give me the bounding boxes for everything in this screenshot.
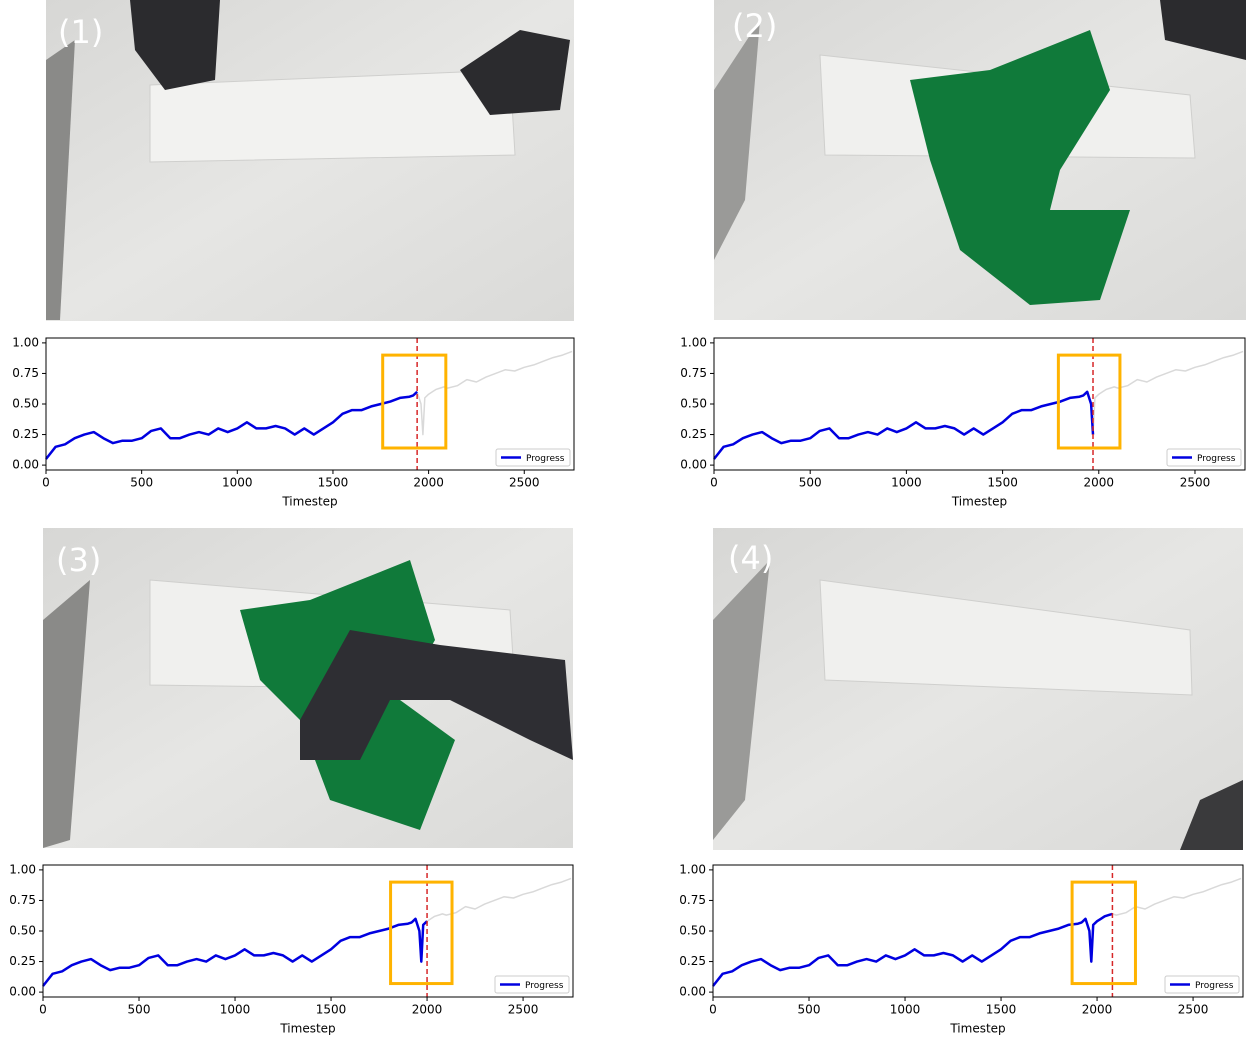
y-tick-label: 0.25 [680, 427, 707, 441]
x-axis-label: Timestep [281, 495, 337, 509]
chart: 0.00 0.25 0.50 0.75 1.00 0 500 1000 1500 2000 2500… [12, 335, 575, 509]
photo: (2) [714, 0, 1246, 320]
highlight-box [1070, 880, 1137, 986]
y-tick-label: 0.50 [12, 397, 39, 411]
x-tick-label: 1000 [220, 1003, 251, 1017]
plot-area [713, 865, 1243, 997]
x-tick-label: 1000 [891, 476, 922, 490]
x-tick-label: 2000 [413, 476, 444, 490]
plot-area [43, 865, 573, 997]
x-tick-label: 1500 [316, 1003, 347, 1017]
series-line [45, 390, 418, 460]
x-axis-label: Timestep [949, 1022, 1005, 1036]
panel-label: (1) [58, 13, 103, 51]
series-line [712, 912, 1113, 987]
photo: (1) [46, 0, 574, 321]
highlight-box [1056, 353, 1122, 450]
y-tick-label: 0.25 [12, 427, 39, 441]
y-tick-label: 0.00 [679, 985, 706, 999]
y-tick-label: 0.00 [680, 458, 707, 472]
plot-area [46, 338, 574, 470]
x-tick-label: 500 [798, 1003, 821, 1017]
y-tick-label: 0.00 [12, 458, 39, 472]
plot-area [714, 338, 1245, 470]
charts: 0.00 0.25 0.50 0.75 1.00 0 500 1000 1500 2000 2500… [9, 335, 1246, 1036]
y-tick-label: 0.75 [679, 893, 706, 907]
x-tick-label: 2500 [509, 476, 540, 490]
chart: 0.00 0.25 0.50 0.75 1.00 0 500 1000 1500 2000 2500… [679, 862, 1244, 1036]
y-tick-label: 0.00 [9, 985, 36, 999]
panel-label: (4) [728, 539, 773, 577]
x-tick-label: 2000 [1084, 476, 1115, 490]
y-tick-label: 1.00 [9, 862, 36, 876]
photo: (4) [713, 528, 1243, 850]
x-axis-label: Timestep [951, 495, 1007, 509]
highlight-box [389, 880, 454, 986]
x-tick-label: 2000 [412, 1003, 443, 1017]
y-tick-label: 0.50 [679, 924, 706, 938]
legend-box [1164, 975, 1240, 994]
x-tick-label: 0 [709, 1003, 717, 1017]
x-tick-label: 2500 [508, 1003, 539, 1017]
y-tick-label: 1.00 [679, 862, 706, 876]
x-tick-label: 2500 [1180, 476, 1211, 490]
y-tick-label: 0.75 [12, 366, 39, 380]
y-tick-label: 0.50 [680, 397, 707, 411]
x-tick-label: 1500 [986, 1003, 1017, 1017]
legend-box [495, 448, 571, 467]
series-line [42, 917, 428, 987]
y-tick-label: 0.25 [679, 954, 706, 968]
x-tick-label: 500 [799, 476, 822, 490]
legend-label: Progress [1195, 981, 1234, 991]
y-tick-label: 1.00 [12, 335, 39, 349]
x-tick-label: 1000 [890, 1003, 921, 1017]
x-tick-label: 2500 [1178, 1003, 1209, 1017]
y-tick-label: 0.25 [9, 954, 36, 968]
legend-label: Progress [525, 981, 564, 991]
x-tick-label: 500 [128, 1003, 151, 1017]
panel-label: (2) [732, 7, 777, 45]
highlight-box [381, 353, 448, 450]
x-tick-label: 1500 [318, 476, 349, 490]
legend-box [494, 975, 570, 994]
panel-label: (3) [56, 541, 101, 579]
legend-label: Progress [526, 454, 565, 464]
x-tick-label: 1000 [222, 476, 253, 490]
y-tick-label: 1.00 [680, 335, 707, 349]
photo: (3) [43, 528, 573, 848]
y-tick-label: 0.75 [680, 366, 707, 380]
legend-label: Progress [1197, 454, 1236, 464]
x-axis-label: Timestep [279, 1022, 335, 1036]
x-tick-label: 0 [42, 476, 50, 490]
y-tick-label: 0.75 [9, 893, 36, 907]
x-tick-label: 500 [130, 476, 153, 490]
x-tick-label: 2000 [1082, 1003, 1113, 1017]
y-tick-label: 0.50 [9, 924, 36, 938]
x-tick-label: 0 [39, 1003, 47, 1017]
chart: 0.00 0.25 0.50 0.75 1.00 0 500 1000 1500 2000 2500… [9, 862, 574, 1036]
x-tick-label: 1500 [987, 476, 1018, 490]
legend-box [1166, 448, 1242, 467]
chart: 0.00 0.25 0.50 0.75 1.00 0 500 1000 1500 2000 2500… [680, 335, 1246, 509]
x-tick-label: 0 [710, 476, 718, 490]
series-line [713, 390, 1095, 460]
